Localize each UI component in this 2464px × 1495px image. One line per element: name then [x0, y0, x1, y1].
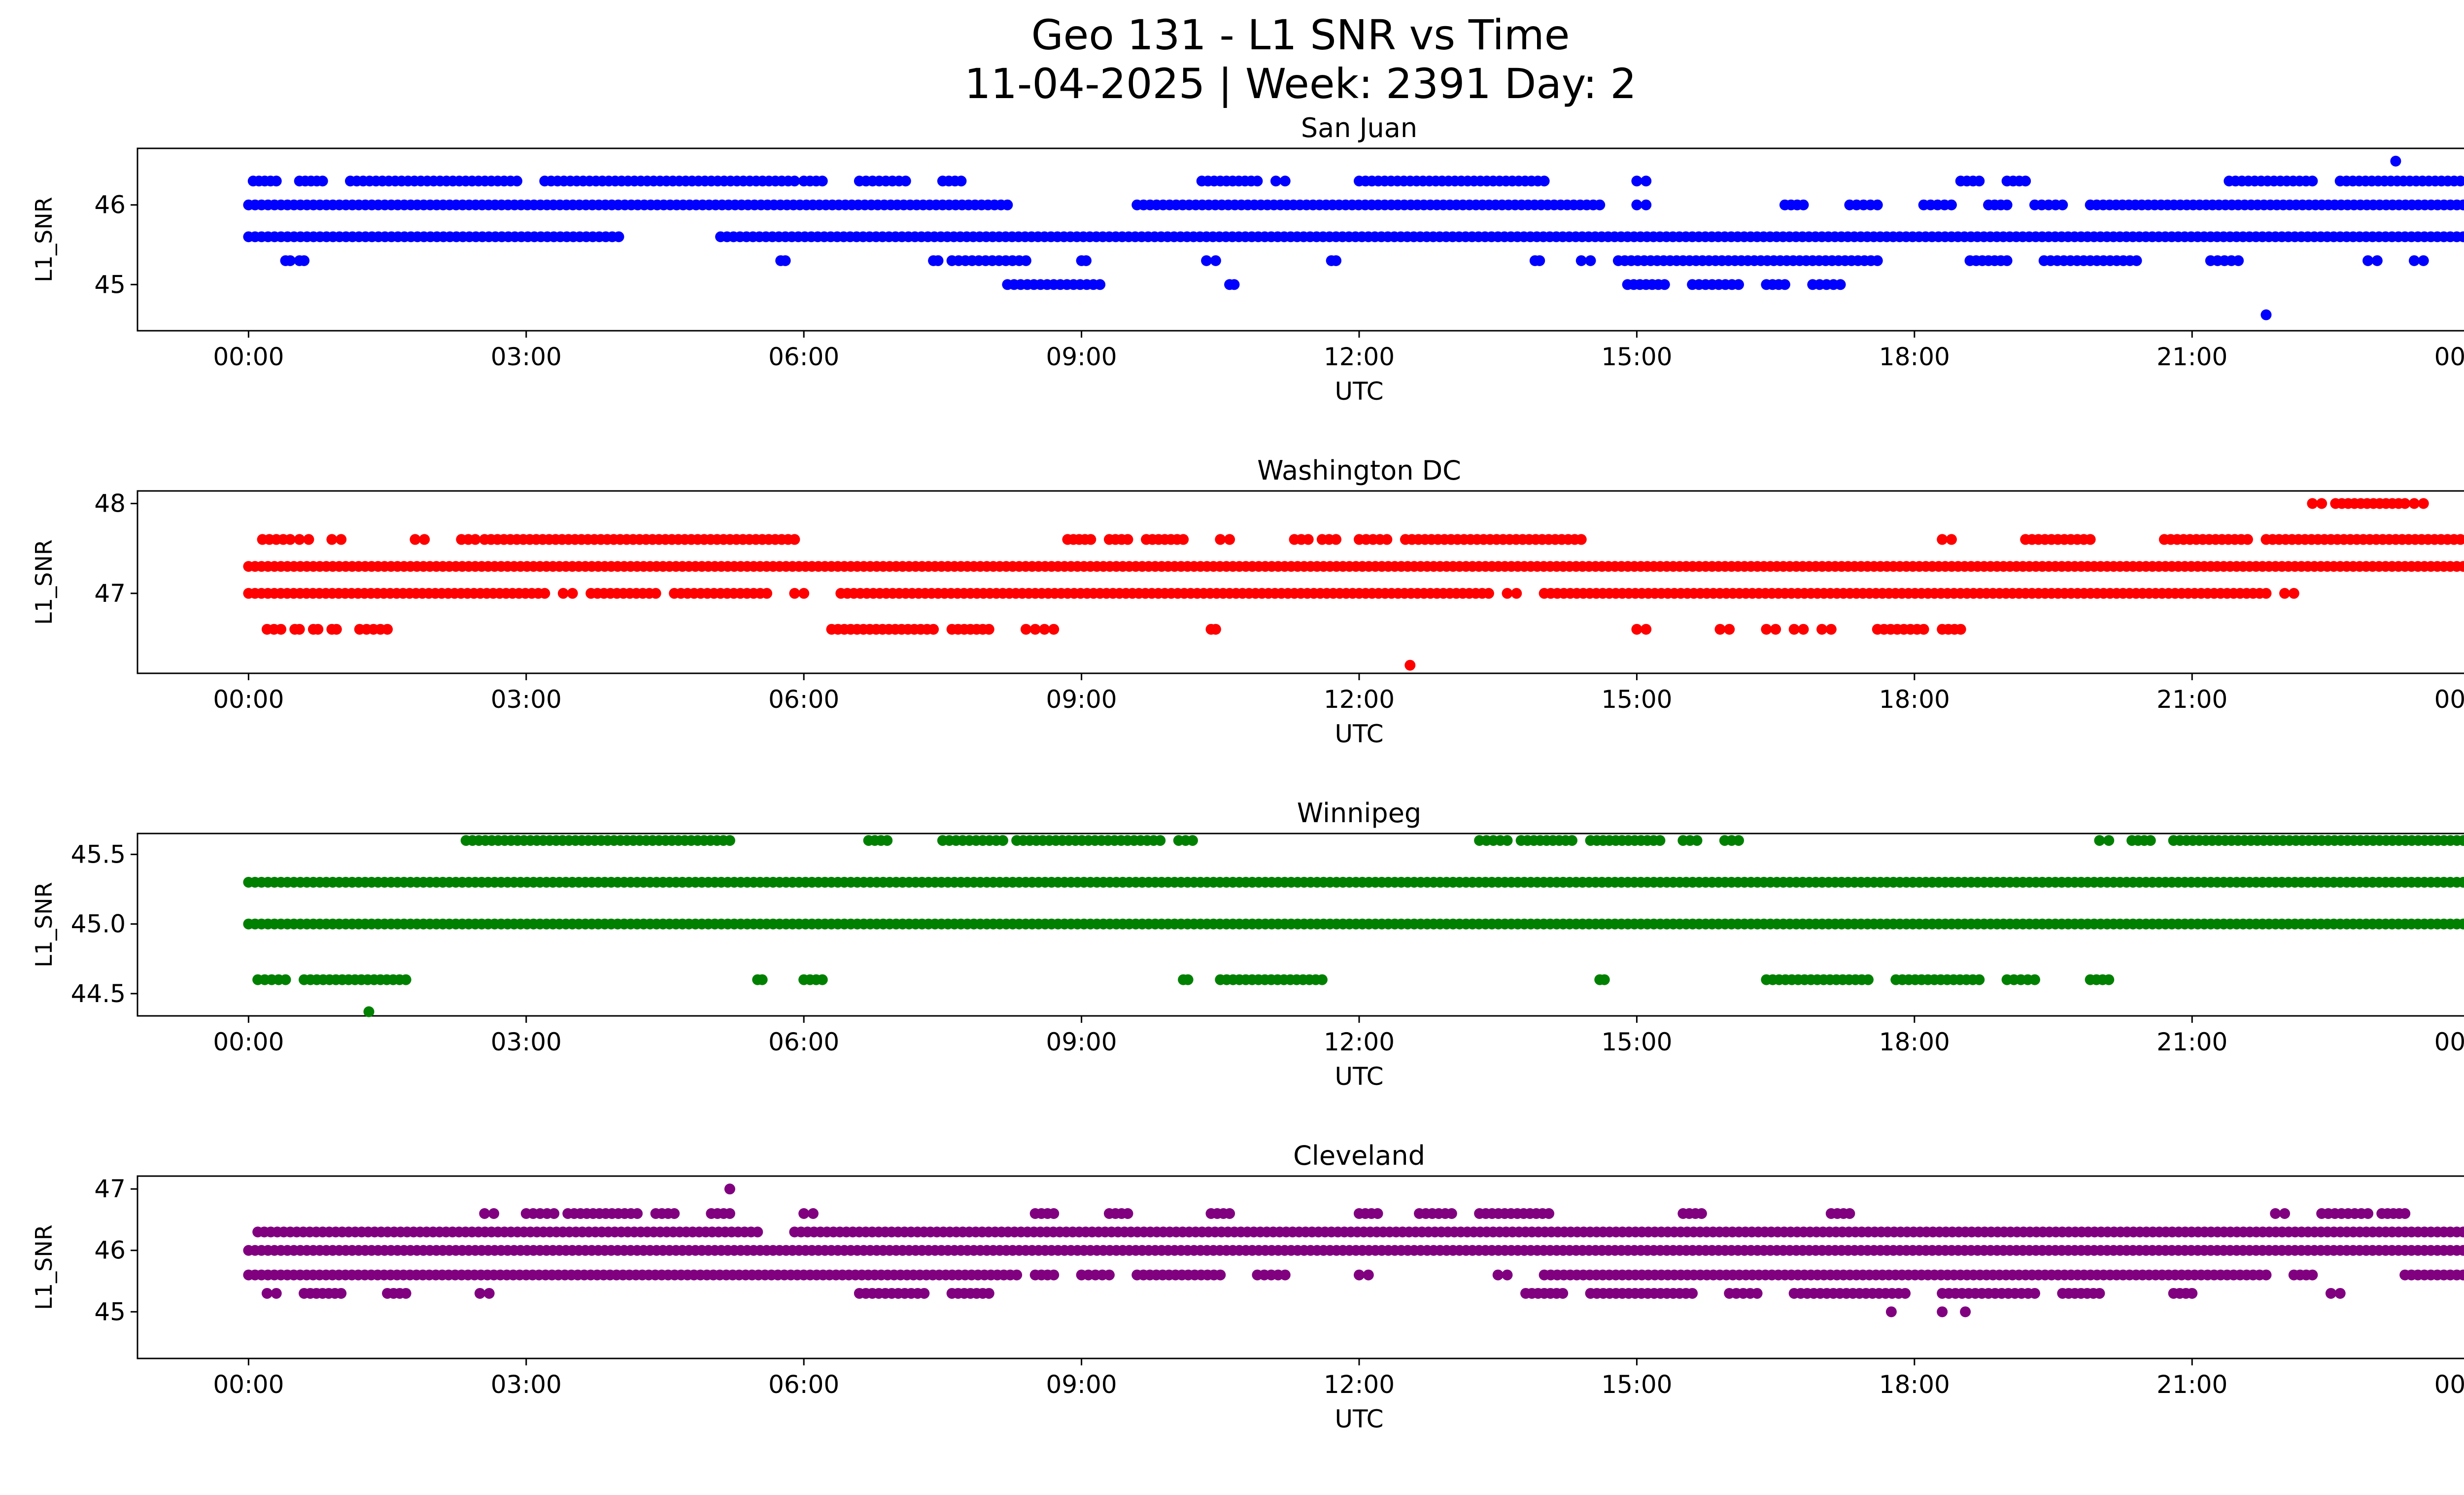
scatter-band [257, 534, 2464, 545]
x-tick-label: 06:00 [768, 1028, 839, 1056]
x-tick-label: 03:00 [491, 343, 562, 371]
scatter-band [261, 624, 1966, 635]
x-tick-label: 00:00 [2434, 343, 2464, 371]
scatter-band [261, 1288, 2346, 1299]
scatter-point [1960, 1306, 1971, 1318]
x-tick-label: 06:00 [768, 343, 839, 371]
x-tick-label: 03:00 [491, 1370, 562, 1399]
x-tick-label: 12:00 [1324, 1028, 1395, 1056]
x-tick-label: 06:00 [768, 685, 839, 714]
x-tick-label: 03:00 [491, 685, 562, 714]
y-tick-label: 47 [94, 1175, 126, 1203]
scatter-band [243, 588, 2299, 599]
axis-label-x: UTC [1335, 377, 1383, 406]
subplot-title: Washington DC [1257, 455, 1461, 486]
scatter-band [243, 918, 2464, 930]
axis-label-x: UTC [1335, 1405, 1383, 1433]
x-tick-label: 21:00 [2156, 1370, 2227, 1399]
x-tick-label: 15:00 [1601, 1028, 1672, 1056]
x-tick-label: 00:00 [213, 685, 284, 714]
axis-label-y: L1_SNR [31, 539, 57, 625]
x-tick-label: 00:00 [2434, 1028, 2464, 1056]
scatter-band [252, 974, 2115, 985]
subplot-washington-dc: Washington DC 47 48 00:00 03:00 06:00 09:00 12:… [31, 455, 2464, 748]
y-tick-label: 45 [94, 1298, 126, 1326]
scatter-band [479, 1208, 2411, 1219]
subplot-san-juan: San Juan 45 46 00:00 03:00 06:00 09:00 12:00 15:… [31, 112, 2464, 406]
scatter-point [724, 1183, 735, 1195]
x-tick-label: 15:00 [1601, 1370, 1672, 1399]
x-tick-label: 18:00 [1879, 1028, 1950, 1056]
scatter-band [243, 561, 2464, 572]
charts-container: San Juan 45 46 00:00 03:00 06:00 09:00 12:00 15:… [0, 111, 2464, 1482]
scatter-point [2390, 156, 2401, 167]
scatter-band [460, 835, 2464, 846]
x-tick-label: 09:00 [1046, 685, 1117, 714]
y-tick-label: 44.5 [71, 979, 126, 1008]
subplot-title: Winnipeg [1297, 798, 1421, 829]
scatter-point [1937, 1306, 1948, 1318]
subplot-cleveland: Cleveland 45 46 47 00:00 03:00 06:00 09:00 12:00… [31, 1140, 2464, 1433]
figure-title: Geo 131 - L1 SNR vs Time [1031, 11, 1570, 59]
y-tick-label: 46 [94, 1236, 126, 1265]
scatter-band [243, 877, 2464, 888]
figure-subtitle: 11-04-2025 | Week: 2391 Day: 2 [964, 60, 1637, 108]
y-tick-label: 45.0 [71, 910, 126, 939]
scatter-point [1885, 1306, 1897, 1318]
scatter-band [243, 1245, 2464, 1256]
y-tick-label: 45.5 [71, 840, 126, 869]
y-tick-label: 47 [94, 579, 126, 608]
axis-label-x: UTC [1335, 1062, 1383, 1091]
y-tick-label: 46 [94, 191, 126, 219]
subplot-title: Cleveland [1293, 1140, 1425, 1171]
x-tick-label: 21:00 [2156, 343, 2227, 371]
scatter-band [1002, 279, 1846, 290]
x-tick-label: 21:00 [2156, 1028, 2227, 1056]
scatter-band [252, 1226, 2464, 1238]
y-tick-label: 48 [94, 489, 126, 518]
scatter-band [243, 199, 2464, 210]
x-tick-label: 03:00 [491, 1028, 562, 1056]
scatter-band [2307, 498, 2429, 509]
scatter-point [363, 1006, 375, 1017]
x-tick-label: 18:00 [1879, 685, 1950, 714]
x-tick-label: 00:00 [2434, 1370, 2464, 1399]
x-tick-label: 12:00 [1324, 343, 1395, 371]
axis-label-y: L1_SNR [31, 197, 57, 282]
scatter-band [243, 231, 2464, 243]
plot-area [137, 490, 2464, 674]
x-tick-label: 09:00 [1046, 343, 1117, 371]
x-tick-label: 18:00 [1879, 343, 1950, 371]
scatter-band [247, 175, 2464, 187]
x-tick-label: 06:00 [768, 1370, 839, 1399]
x-tick-label: 00:00 [213, 343, 284, 371]
subplot-title: San Juan [1301, 112, 1417, 143]
x-tick-label: 18:00 [1879, 1370, 1950, 1399]
x-tick-label: 12:00 [1324, 1370, 1395, 1399]
x-tick-label: 12:00 [1324, 685, 1395, 714]
x-tick-label: 00:00 [213, 1370, 284, 1399]
scatter-point [1404, 660, 1416, 671]
scatter-point [2260, 309, 2272, 320]
plot-area [137, 1175, 2464, 1359]
scatter-band [243, 1269, 2464, 1281]
axis-label-x: UTC [1335, 720, 1383, 748]
x-tick-label: 15:00 [1601, 343, 1672, 371]
scatter-band [280, 255, 2429, 267]
x-tick-label: 21:00 [2156, 685, 2227, 714]
x-tick-label: 09:00 [1046, 1370, 1117, 1399]
x-tick-label: 09:00 [1046, 1028, 1117, 1056]
y-tick-label: 45 [94, 271, 126, 299]
x-tick-label: 15:00 [1601, 685, 1672, 714]
axis-label-y: L1_SNR [31, 882, 57, 967]
x-tick-label: 00:00 [2434, 685, 2464, 714]
x-tick-label: 00:00 [213, 1028, 284, 1056]
subplot-winnipeg: Winnipeg 44.5 45.0 45.5 00:00 03:00 06:00 09:00… [31, 798, 2464, 1091]
axis-label-y: L1_SNR [31, 1224, 57, 1310]
